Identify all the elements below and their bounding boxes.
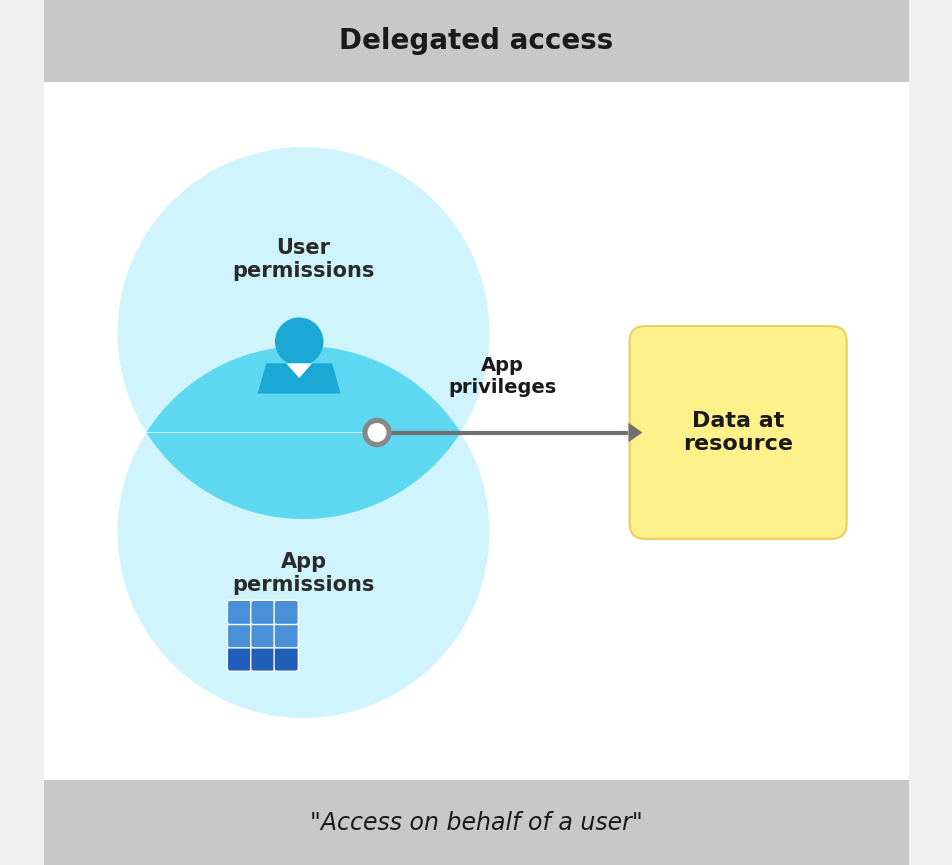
Circle shape (117, 147, 489, 519)
FancyBboxPatch shape (629, 326, 845, 539)
FancyBboxPatch shape (274, 600, 298, 625)
FancyBboxPatch shape (44, 0, 908, 82)
FancyBboxPatch shape (44, 780, 908, 865)
FancyBboxPatch shape (228, 624, 251, 648)
FancyBboxPatch shape (44, 82, 908, 780)
Text: App
privileges: App privileges (447, 356, 556, 397)
Text: Data at
resource: Data at resource (683, 411, 792, 454)
FancyBboxPatch shape (250, 624, 275, 648)
Polygon shape (147, 346, 460, 519)
Polygon shape (257, 363, 340, 394)
FancyBboxPatch shape (228, 600, 251, 625)
Text: "Access on behalf of a user": "Access on behalf of a user" (309, 811, 643, 835)
FancyBboxPatch shape (228, 647, 251, 671)
FancyBboxPatch shape (250, 600, 275, 625)
Circle shape (367, 423, 387, 442)
Text: Delegated access: Delegated access (339, 27, 613, 55)
Circle shape (275, 317, 323, 366)
Text: User
permissions: User permissions (232, 238, 374, 281)
Circle shape (117, 346, 489, 718)
Text: App
permissions: App permissions (232, 552, 374, 595)
FancyBboxPatch shape (274, 624, 298, 648)
Circle shape (362, 418, 391, 447)
FancyBboxPatch shape (250, 647, 275, 671)
FancyBboxPatch shape (274, 647, 298, 671)
Polygon shape (286, 363, 312, 378)
